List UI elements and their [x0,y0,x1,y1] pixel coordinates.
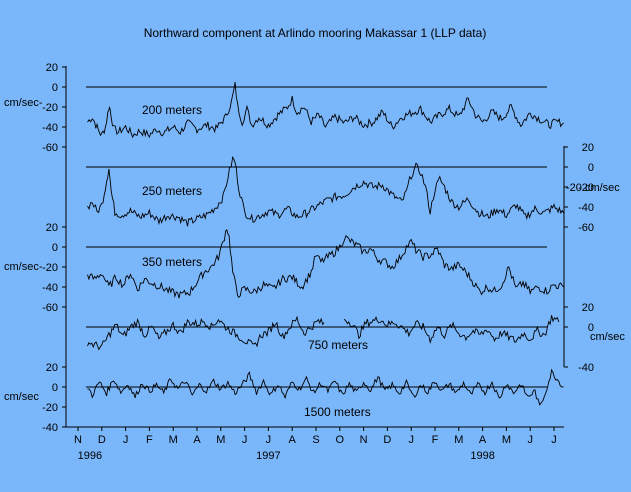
x-tick-label: N [74,434,82,446]
y-tick-label: 0 [52,382,58,394]
x-tick-label: O [336,434,345,446]
year-label: 1998 [470,450,494,462]
unit-label: cm/sec- [4,261,43,273]
x-tick-label: F [432,434,439,446]
y-tick-label: -20 [42,262,58,274]
x-tick-label: M [454,434,463,446]
x-tick-label: N [360,434,368,446]
year-label: 1997 [256,450,280,462]
y-tick-label: -60 [578,222,594,234]
series-line [87,81,564,139]
series-label: 750 meters [308,338,368,352]
y-tick-label: 20 [582,142,594,154]
series-line [87,229,564,299]
y-tick-label: 0 [588,322,594,334]
x-tick-label: A [479,434,487,446]
year-label: 1996 [78,450,102,462]
time-axis: N D J F M A M J J A S O N D J F M A M J J 1996 1997 1998 [66,426,564,462]
series-line [87,315,560,351]
series-label: 1500 meters [304,405,371,419]
unit-label: cm/sec [590,331,625,343]
series-label: 350 meters [142,255,202,269]
y-tick-label: 20 [46,362,58,374]
y-tick-label: 20 [46,222,58,234]
y-tick-label: -20 [42,102,58,114]
y-tick-label: -60 [42,302,58,314]
x-tick-label: J [266,434,272,446]
series-line [87,155,564,227]
y-tick-label: -40 [578,362,594,374]
series-label: 250 meters [142,184,202,198]
x-tick-label: D [383,434,391,446]
y-tick-label: -40 [42,282,58,294]
y-tick-label: -40 [42,122,58,134]
unit-label: cm/sec- [4,97,43,109]
y-tick-label: 0 [588,162,594,174]
y-tick-label: -40 [578,202,594,214]
y-tick-label: -20 [42,402,58,414]
y-tick-label: -60 [42,142,58,154]
x-tick-label: J [527,434,533,446]
y-tick-label: 0 [52,242,58,254]
x-tick-label: M [169,434,178,446]
y-tick-label: 0 [52,82,58,94]
x-tick-label: D [98,434,106,446]
unit-label: cm/sec [4,391,39,403]
y-tick-label: -20 [578,182,594,194]
series-lines-layer: 200 meters 250 meters 350 meters 750 meters… [86,81,564,419]
x-tick-label: J [408,434,414,446]
x-tick-label: A [289,434,297,446]
x-tick-label: J [123,434,129,446]
x-tick-label: J [242,434,248,446]
y-tick-label: 20 [46,62,58,74]
x-tick-label: M [502,434,511,446]
unit-label: -20 cm/sec [566,182,620,194]
x-tick-label: A [193,434,201,446]
y-tick-label: 20 [582,302,594,314]
x-tick-label: M [216,434,225,446]
x-tick-label: F [146,434,153,446]
chart-title: Northward component at Arlindo mooring M… [144,26,487,40]
x-tick-label: J [551,434,557,446]
series-line [87,368,564,406]
x-tick-label: S [312,434,319,446]
series-label: 200 meters [142,103,202,117]
y-tick-label: -40 [42,422,58,434]
